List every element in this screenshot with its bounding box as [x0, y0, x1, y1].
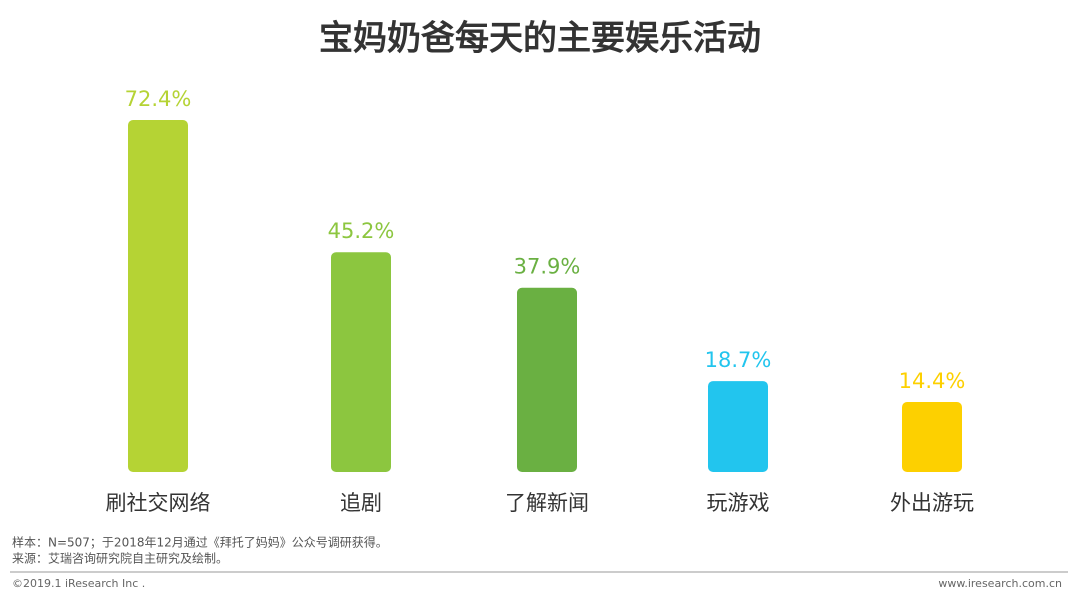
bar: [708, 381, 768, 472]
bar: [128, 120, 188, 472]
bar: [331, 252, 391, 472]
value-label: 72.4%: [125, 87, 192, 111]
value-label: 45.2%: [328, 219, 395, 243]
bar: [902, 401, 962, 472]
category-label: 了解新闻: [505, 491, 589, 515]
note: 样本：N=507；于2018年12月通过《拜托了妈妈》公众号调研获得。: [12, 535, 388, 550]
bar: [517, 287, 577, 472]
note: 来源：艾瑞咨询研究院自主研究及绘制。: [12, 551, 228, 566]
value-label: 37.9%: [514, 255, 581, 279]
chart-title: 宝妈奶爸每天的主要娱乐活动: [319, 19, 761, 59]
copyright: ©2019.1 iResearch Inc .: [12, 577, 145, 590]
category-label: 刷社交网络: [106, 491, 211, 515]
website: www.iresearch.com.cn: [938, 577, 1062, 590]
value-label: 18.7%: [705, 348, 772, 372]
value-label: 14.4%: [899, 369, 966, 393]
category-label: 玩游戏: [707, 491, 770, 515]
category-label: 追剧: [340, 491, 382, 515]
category-label: 外出游玩: [890, 491, 974, 515]
